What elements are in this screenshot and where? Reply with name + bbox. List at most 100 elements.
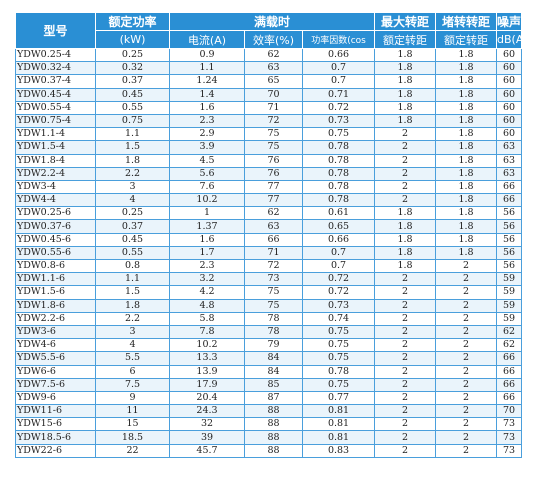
cell-rated-power: 5.5 [95,351,170,366]
cell-max-torque: 2 [374,272,437,287]
cell-rated-power: 1.1 [95,127,170,142]
cell-power-factor: 0.78 [301,179,376,195]
cell-model: YDW4-4 [15,193,96,208]
table-row: YDW2.2-6 2.2 5.8 78 0.74 2 2 59 [15,311,523,326]
cell-rated-power: 0.55 [95,245,170,261]
cell-max-torque: 2 [374,377,437,392]
cell-current: 24.3 [169,404,245,419]
cell-efficiency: 71 [244,245,303,261]
cell-locked-torque: 1.8 [435,193,498,208]
cell-model: YDW0.45-4 [15,87,96,102]
cell-rated-power: 0.32 [95,61,170,76]
cell-max-torque: 2 [374,351,437,366]
cell-current: 1 [169,206,245,221]
table-row: YDW18.5-6 18.5 39 88 0.81 2 2 73 [15,430,523,445]
table-row: YDW3-6 3 7.8 78 0.75 2 2 62 [15,324,523,340]
cell-noise: 60 [496,61,523,76]
cell-efficiency: 75 [244,127,303,142]
cell-model: YDW0.37-4 [15,74,96,89]
cell-efficiency: 70 [244,87,303,102]
cell-rated-power: 11 [95,404,170,419]
cell-power-factor: 0.72 [301,100,376,115]
cell-efficiency: 78 [244,311,303,326]
cell-rated-power: 2.2 [95,311,170,326]
cell-locked-torque: 1.8 [435,100,498,115]
cell-model: YDW2.2-4 [15,166,96,181]
cell-current: 2.3 [169,258,245,274]
cell-rated-power: 0.55 [95,100,170,115]
cell-efficiency: 78 [244,324,303,340]
cell-power-factor: 0.75 [301,127,376,142]
cell-model: YDW18.5-6 [15,430,96,445]
cell-model: YDW0.25-6 [15,206,96,221]
cell-noise: 60 [496,47,523,63]
cell-current: 4.8 [169,298,245,313]
cell-noise: 59 [496,285,523,300]
cell-power-factor: 0.78 [301,153,376,168]
cell-power-factor: 0.73 [301,298,376,313]
table-row: YDW7.5-6 7.5 17.9 85 0.75 2 2 66 [15,377,523,392]
table-row: YDW0.45-4 0.45 1.4 70 0.71 1.8 1.8 60 [15,87,523,102]
cell-locked-torque: 2 [435,377,498,392]
cell-power-factor: 0.74 [301,311,376,326]
cell-model: YDW5.5-6 [15,351,96,366]
cell-locked-torque: 1.8 [435,232,498,247]
cell-max-torque: 1.8 [374,100,437,115]
cell-noise: 66 [496,390,523,406]
table-body: YDW0.25-4 0.25 0.9 62 0.66 1.8 1.8 60 YDW0.32-4 0… [15,47,523,458]
cell-max-torque: 2 [374,430,437,445]
cell-rated-power: 0.25 [95,47,170,63]
cell-rated-power: 9 [95,390,170,406]
cell-efficiency: 75 [244,140,303,155]
cell-rated-power: 2.2 [95,166,170,181]
table-row: YDW2.2-4 2.2 5.6 76 0.78 2 1.8 63 [15,166,523,181]
table-row: YDW3-4 3 7.6 77 0.78 2 1.8 66 [15,179,523,195]
cell-power-factor: 0.78 [301,140,376,155]
cell-model: YDW4-6 [15,338,96,353]
header-current: 电流(A) [169,30,245,49]
cell-model: YDW0.55-4 [15,100,96,115]
cell-efficiency: 66 [244,232,303,247]
cell-rated-power: 0.37 [95,74,170,89]
cell-model: YDW0.25-4 [15,47,96,63]
cell-max-torque: 2 [374,404,437,419]
cell-current: 1.24 [169,74,245,89]
cell-efficiency: 75 [244,285,303,300]
cell-locked-torque: 1.8 [435,127,498,142]
cell-current: 7.6 [169,179,245,195]
cell-noise: 66 [496,179,523,195]
cell-model: YDW7.5-6 [15,377,96,392]
cell-noise: 56 [496,258,523,274]
cell-current: 39 [169,430,245,445]
cell-noise: 56 [496,232,523,247]
cell-power-factor: 0.66 [301,47,376,63]
cell-max-torque: 2 [374,285,437,300]
cell-max-torque: 1.8 [374,47,437,63]
cell-model: YDW3-4 [15,179,96,195]
cell-current: 13.3 [169,351,245,366]
cell-locked-torque: 1.8 [435,153,498,168]
table-row: YDW0.8-6 0.8 2.3 72 0.7 1.8 2 56 [15,258,523,274]
cell-current: 4.5 [169,153,245,168]
cell-current: 3.9 [169,140,245,155]
cell-power-factor: 0.72 [301,285,376,300]
cell-current: 17.9 [169,377,245,392]
cell-power-factor: 0.78 [301,166,376,181]
table-row: YDW4-6 4 10.2 79 0.75 2 2 62 [15,338,523,353]
cell-max-torque: 2 [374,127,437,142]
cell-power-factor: 0.75 [301,377,376,392]
cell-noise: 60 [496,127,523,142]
cell-current: 20.4 [169,390,245,406]
cell-model: YDW1.8-6 [15,298,96,313]
cell-max-torque: 2 [374,311,437,326]
table-row: YDW0.25-6 0.25 1 62 0.61 1.8 1.8 56 [15,206,523,221]
cell-locked-torque: 2 [435,417,498,432]
cell-current: 45.7 [169,443,245,458]
cell-efficiency: 77 [244,193,303,208]
cell-power-factor: 0.7 [301,61,376,76]
cell-max-torque: 2 [374,417,437,432]
cell-efficiency: 75 [244,298,303,313]
cell-max-torque: 2 [374,443,437,458]
cell-current: 10.2 [169,338,245,353]
cell-power-factor: 0.81 [301,417,376,432]
